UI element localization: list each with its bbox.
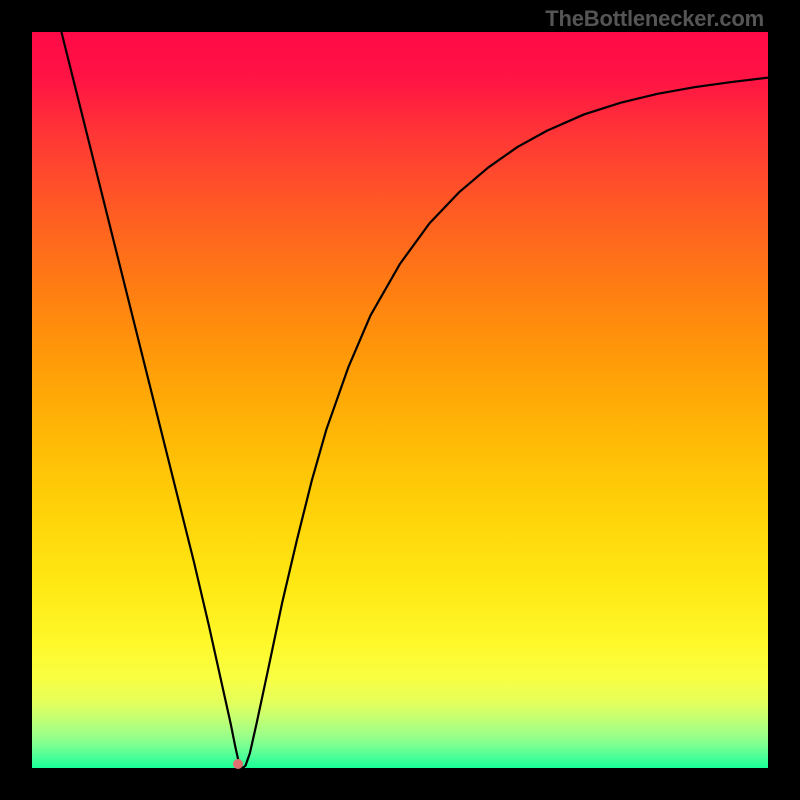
- plot-area: [32, 32, 768, 768]
- watermark-text: TheBottlenecker.com: [545, 6, 764, 32]
- minimum-marker: [233, 759, 243, 769]
- curve-layer: [32, 32, 768, 768]
- bottleneck-curve: [61, 32, 768, 768]
- chart-frame: TheBottlenecker.com: [0, 0, 800, 800]
